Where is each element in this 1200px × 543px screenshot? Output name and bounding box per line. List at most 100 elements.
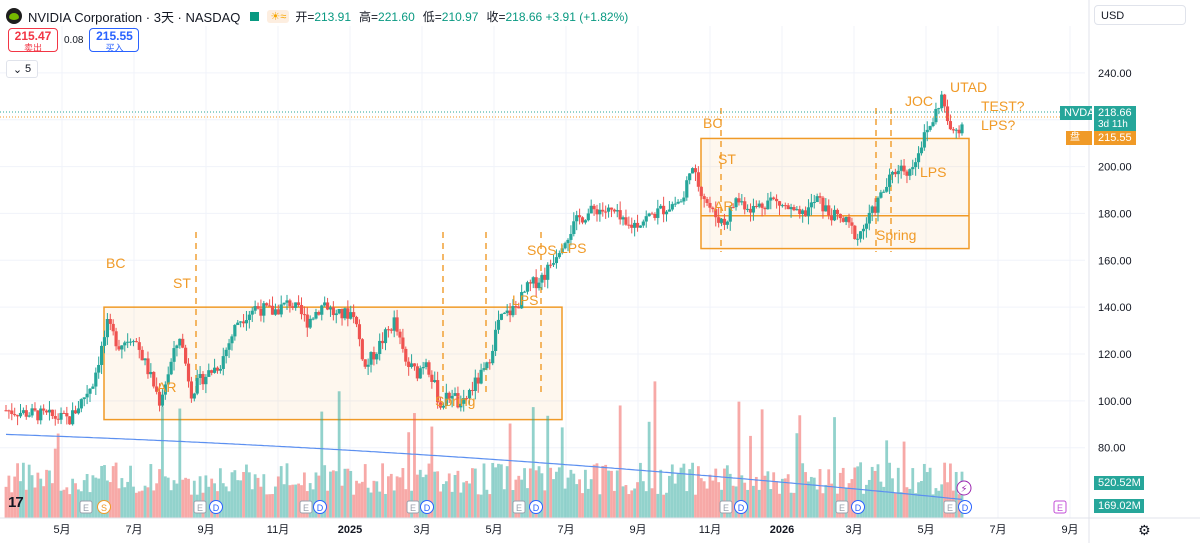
volume-bar <box>395 476 399 518</box>
volume-bar <box>809 476 813 518</box>
volume-bar <box>705 488 709 518</box>
volume-bar <box>488 494 492 518</box>
candle-body <box>79 399 83 409</box>
candle-body <box>925 129 929 133</box>
candle-body <box>945 106 950 122</box>
candle-body <box>302 314 306 316</box>
candle-body <box>265 303 269 306</box>
volume-bar <box>473 468 477 518</box>
volume-bar <box>885 440 889 518</box>
symbol-title[interactable]: NVIDIA Corporation · 3天 · NASDAQ <box>28 9 241 25</box>
volume-bar <box>105 480 109 518</box>
candle-body <box>233 325 237 337</box>
wyckoff-label: TEST? <box>981 98 1025 114</box>
currency-select[interactable]: USD <box>1094 5 1186 25</box>
indicator-count: 5 <box>25 63 32 75</box>
candle-body <box>853 225 857 240</box>
volume-bar <box>323 465 327 518</box>
candle-body <box>299 305 304 315</box>
candle-body <box>604 211 608 213</box>
volume-bar <box>841 467 845 518</box>
candle-body <box>320 305 324 315</box>
volume-bar <box>97 478 101 518</box>
candle-body <box>676 201 680 204</box>
candle-body <box>702 196 706 200</box>
candle-body <box>279 304 283 315</box>
candle-body <box>218 368 222 371</box>
volume-bar <box>62 489 66 518</box>
candle-body <box>56 418 60 420</box>
y-tick-label: 100.00 <box>1098 396 1132 408</box>
candle-body <box>696 172 700 187</box>
volume-bar <box>795 433 799 518</box>
candle-body <box>635 222 640 228</box>
volume-bar <box>931 494 935 518</box>
volume-bar <box>245 464 248 518</box>
x-tick-label: 11月 <box>699 524 721 536</box>
candle-body <box>42 408 46 411</box>
volume-bar <box>30 475 34 518</box>
candle-body <box>418 368 422 379</box>
candle-body <box>580 217 585 223</box>
countdown-tag: 3d 11h <box>1094 118 1136 132</box>
candle-body <box>436 380 440 403</box>
candle-body <box>334 313 338 316</box>
candle-body <box>830 215 834 221</box>
volume-bar <box>21 462 25 518</box>
buy-button[interactable]: 215.55 买入 <box>89 28 140 53</box>
candle-body <box>27 415 31 417</box>
candle-body <box>803 210 808 217</box>
market-hours-icon[interactable]: ☀≈ <box>267 9 290 23</box>
volume-bar <box>641 481 645 518</box>
candle-body <box>812 202 816 204</box>
event-marker-earnings: E <box>79 500 93 514</box>
volume-bar <box>331 470 335 518</box>
candle-body <box>748 208 753 213</box>
sell-button[interactable]: 215.47 卖出 <box>8 28 58 53</box>
volume-bar <box>27 464 31 518</box>
volume-bar <box>630 490 634 518</box>
candle-body <box>647 213 651 217</box>
volume-bar <box>320 411 324 518</box>
ohlc-low: 低=210.97 <box>422 9 479 24</box>
candle-body <box>491 350 495 364</box>
tradingview-logo-icon[interactable]: 17 <box>8 494 24 511</box>
volume-bar <box>265 494 269 518</box>
candle-body <box>583 220 587 223</box>
candle-body <box>273 309 278 315</box>
candle-body <box>441 405 446 408</box>
candle-body <box>543 274 547 280</box>
candle-body <box>719 218 724 223</box>
volume-bar <box>227 491 231 518</box>
candle-body <box>239 321 243 323</box>
volume-bar <box>673 483 677 518</box>
candle-body <box>407 361 411 367</box>
candle-body <box>885 186 889 192</box>
volume-bar <box>847 483 851 518</box>
volume-bar <box>404 489 408 518</box>
candle-body <box>690 168 695 174</box>
candle-body <box>126 341 130 343</box>
volume-bar <box>471 468 474 518</box>
candle-body <box>882 191 886 193</box>
volume-bar <box>908 488 912 518</box>
gear-icon[interactable]: ⚙ <box>1138 522 1151 538</box>
volume-bar <box>514 479 518 518</box>
candle-body <box>751 205 756 213</box>
volume-bar <box>911 468 915 518</box>
candle-body <box>21 410 25 413</box>
volume-bar <box>42 486 46 518</box>
candle-body <box>181 338 185 348</box>
volume-bar <box>259 486 263 518</box>
volume-bar <box>540 473 544 518</box>
volume-bar <box>769 489 773 518</box>
candle-body <box>108 318 112 324</box>
indicator-toggle-button[interactable]: ⌄ 5 <box>6 60 38 78</box>
candle-body <box>175 345 179 349</box>
volume-bar <box>297 483 300 518</box>
candle-body <box>621 217 625 220</box>
candle-body <box>163 384 167 395</box>
candle-body <box>717 217 721 223</box>
volume-bar <box>920 480 923 518</box>
